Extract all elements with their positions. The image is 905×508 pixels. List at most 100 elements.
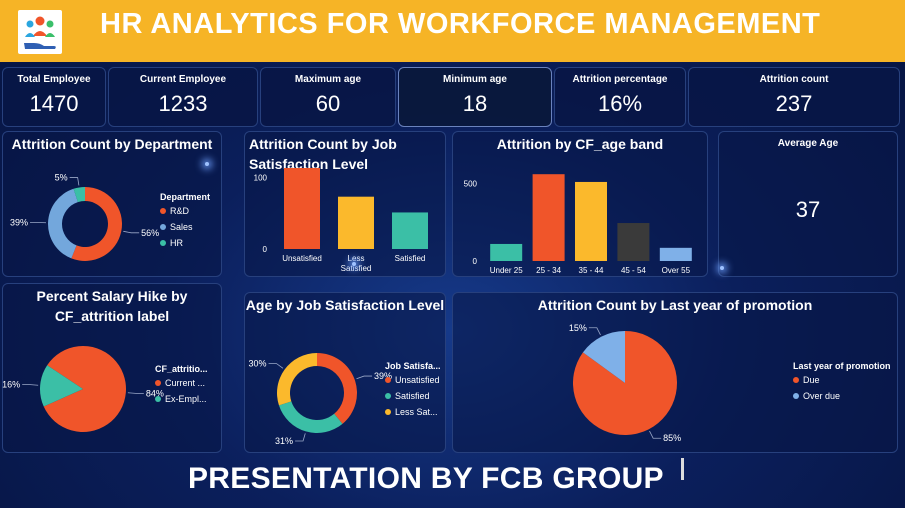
kpi-attrition-count[interactable]: Attrition count 237 — [688, 67, 900, 127]
data-label: 85% — [663, 433, 681, 443]
bar-25-34 — [533, 174, 565, 261]
x-tick-label: Less — [348, 254, 365, 263]
x-tick-label: 25 - 34 — [536, 266, 561, 275]
kpi-value: 1233 — [109, 91, 257, 117]
kpi-value: 16% — [555, 91, 685, 117]
slice-unsatisfied — [317, 353, 357, 424]
panel-salary-hike[interactable]: Percent Salary Hike by CF_attrition labe… — [2, 283, 222, 453]
leader-line — [357, 376, 373, 379]
legend-label-sales: Sales — [170, 222, 193, 232]
data-label: 5% — [55, 173, 68, 183]
x-tick-label: Unsatisfied — [282, 254, 322, 263]
kpi-current-employee[interactable]: Current Employee 1233 — [108, 67, 258, 127]
data-label: 16% — [2, 380, 20, 390]
legend-label-unsatisfied: Unsatisfied — [395, 375, 440, 385]
legend-label-r-d: R&D — [170, 206, 190, 216]
y-tick-label: 0 — [473, 257, 478, 266]
legend-label-hr: HR — [170, 238, 183, 248]
kpi-value: 18 — [399, 91, 551, 117]
leader-line — [295, 433, 305, 441]
slice-less-sat — [277, 353, 317, 405]
data-label: 84% — [146, 388, 164, 398]
leader-line — [70, 178, 79, 186]
leader-line — [269, 364, 283, 369]
y-tick-label: 0 — [263, 245, 268, 254]
x-tick-label: Over 55 — [662, 266, 691, 275]
kpi-value: 237 — [689, 91, 899, 117]
legend-marker-current — [155, 380, 161, 386]
leader-line — [128, 393, 144, 394]
panel-age-by-job-satisfaction[interactable]: Age by Job Satisfaction Level 39% 31% 30% J… — [244, 292, 446, 453]
legend-marker-r-d — [160, 208, 166, 214]
leader-line — [650, 431, 662, 438]
average-age-value: 37 — [719, 197, 897, 223]
slice-satisfied — [279, 401, 343, 433]
x-tick-label: Satisfied — [341, 264, 372, 273]
legend-marker-satisfied — [385, 393, 391, 399]
legend-label-due: Due — [803, 375, 820, 385]
kpi-label: Attrition percentage — [555, 74, 685, 85]
legend-marker-due — [793, 377, 799, 383]
slice-sales — [48, 189, 78, 259]
legend-title: Department — [160, 192, 210, 202]
presentation-footer: PRESENTATION BY FCB GROUP — [188, 462, 664, 496]
legend-label-current: Current ... — [165, 378, 205, 388]
x-tick-label: 45 - 54 — [621, 266, 646, 275]
legend-title: Job Satisfa... — [385, 361, 441, 371]
legend-title: Last year of promotion — [793, 361, 891, 371]
kpi-label: Maximum age — [261, 74, 395, 85]
legend-title: CF_attritio... — [155, 364, 208, 374]
legend-label-satisfied: Satisfied — [395, 391, 430, 401]
kpi-total-employee[interactable]: Total Employee 1470 — [2, 67, 106, 127]
data-label: 15% — [569, 323, 587, 333]
y-tick-label: 500 — [464, 180, 478, 189]
data-label: 31% — [275, 436, 293, 446]
department-donut-chart: 56% 39% 5% Department R&D Sales HR — [3, 132, 223, 278]
bar-over-55 — [660, 248, 692, 261]
legend-label-over-due: Over due — [803, 391, 840, 401]
data-label: 56% — [141, 228, 159, 238]
bar-45-54 — [617, 223, 649, 261]
header-bar: HR ANALYTICS FOR WORKFORCE MANAGEMENT — [0, 0, 905, 62]
x-tick-label: Under 25 — [490, 266, 523, 275]
hr-logo-icon — [18, 10, 62, 54]
kpi-label: Minimum age — [399, 74, 551, 85]
decorative-glow — [205, 162, 209, 166]
bar-satisfied — [392, 212, 428, 249]
kpi-attrition-percentage[interactable]: Attrition percentage 16% — [554, 67, 686, 127]
legend-marker-over-due — [793, 393, 799, 399]
promotion-pie-chart: 85% 15% Last year of promotion Due Over due — [453, 293, 899, 454]
decorative-glow — [352, 262, 356, 266]
dashboard-title: HR ANALYTICS FOR WORKFORCE MANAGEMENT — [100, 8, 820, 41]
panel-attrition-by-age-band[interactable]: Attrition by CF_age band 0 500 Under 25 25 … — [452, 131, 708, 277]
kpi-maximum-age[interactable]: Maximum age 60 — [260, 67, 396, 127]
legend-marker-unsatisfied — [385, 377, 391, 383]
kpi-minimum-age[interactable]: Minimum age 18 — [398, 67, 552, 127]
legend-marker-sales — [160, 224, 166, 230]
average-age-label: Average Age — [719, 138, 897, 149]
leader-line — [589, 328, 601, 335]
data-label: 39% — [10, 218, 28, 228]
y-tick-label: 100 — [254, 173, 268, 182]
age-band-bar-chart: 0 500 Under 25 25 - 34 35 - 44 45 - 54 Over 55 — [453, 132, 709, 278]
leader-line — [123, 231, 139, 232]
bar-unsatisfied — [284, 168, 320, 249]
legend-label-less-sat: Less Sat... — [395, 407, 438, 417]
data-label: 30% — [249, 359, 267, 369]
panel-attrition-by-promotion[interactable]: Attrition Count by Last year of promotio… — [452, 292, 898, 453]
panel-attrition-by-job-satisfaction[interactable]: Attrition Count by Job Satisfaction Leve… — [244, 131, 446, 277]
panel-average-age[interactable]: Average Age 37 — [718, 131, 898, 277]
leader-line — [22, 385, 38, 386]
decorative-glow — [720, 266, 724, 270]
kpi-label: Attrition count — [689, 74, 899, 85]
legend-label-ex-empl: Ex-Empl... — [165, 394, 207, 404]
x-tick-label: Satisfied — [395, 254, 426, 263]
legend-marker-hr — [160, 240, 166, 246]
kpi-label: Total Employee — [3, 74, 105, 85]
kpi-label: Current Employee — [109, 74, 257, 85]
bar-35-44 — [575, 182, 607, 261]
panel-attrition-by-department[interactable]: Attrition Count by Department 56% 39% 5% De… — [2, 131, 222, 277]
x-tick-label: 35 - 44 — [579, 266, 604, 275]
salary-hike-pie-chart: 84% 16% CF_attritio... Current ... Ex-Empl..… — [3, 284, 223, 454]
